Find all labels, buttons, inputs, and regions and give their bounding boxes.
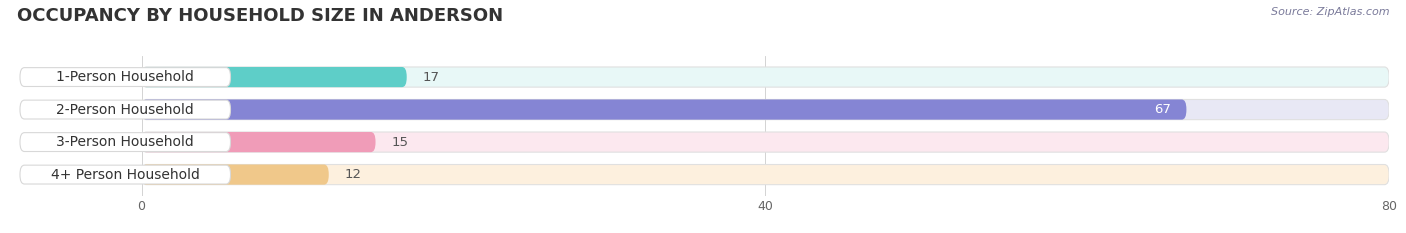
Text: 2-Person Household: 2-Person Household — [56, 103, 194, 116]
FancyBboxPatch shape — [20, 100, 231, 119]
Text: 4+ Person Household: 4+ Person Household — [51, 168, 200, 182]
Text: 15: 15 — [391, 136, 408, 149]
FancyBboxPatch shape — [142, 67, 1389, 87]
Text: 17: 17 — [422, 71, 439, 84]
FancyBboxPatch shape — [20, 133, 231, 151]
FancyBboxPatch shape — [142, 132, 375, 152]
FancyBboxPatch shape — [142, 164, 1389, 185]
Text: 12: 12 — [344, 168, 361, 181]
FancyBboxPatch shape — [142, 99, 1389, 120]
FancyBboxPatch shape — [142, 132, 1389, 152]
FancyBboxPatch shape — [142, 164, 329, 185]
Text: 1-Person Household: 1-Person Household — [56, 70, 194, 84]
FancyBboxPatch shape — [20, 165, 231, 184]
FancyBboxPatch shape — [142, 99, 1187, 120]
Text: OCCUPANCY BY HOUSEHOLD SIZE IN ANDERSON: OCCUPANCY BY HOUSEHOLD SIZE IN ANDERSON — [17, 7, 503, 25]
Text: 67: 67 — [1154, 103, 1171, 116]
FancyBboxPatch shape — [20, 68, 231, 86]
Text: Source: ZipAtlas.com: Source: ZipAtlas.com — [1271, 7, 1389, 17]
FancyBboxPatch shape — [142, 67, 406, 87]
Text: 3-Person Household: 3-Person Household — [56, 135, 194, 149]
